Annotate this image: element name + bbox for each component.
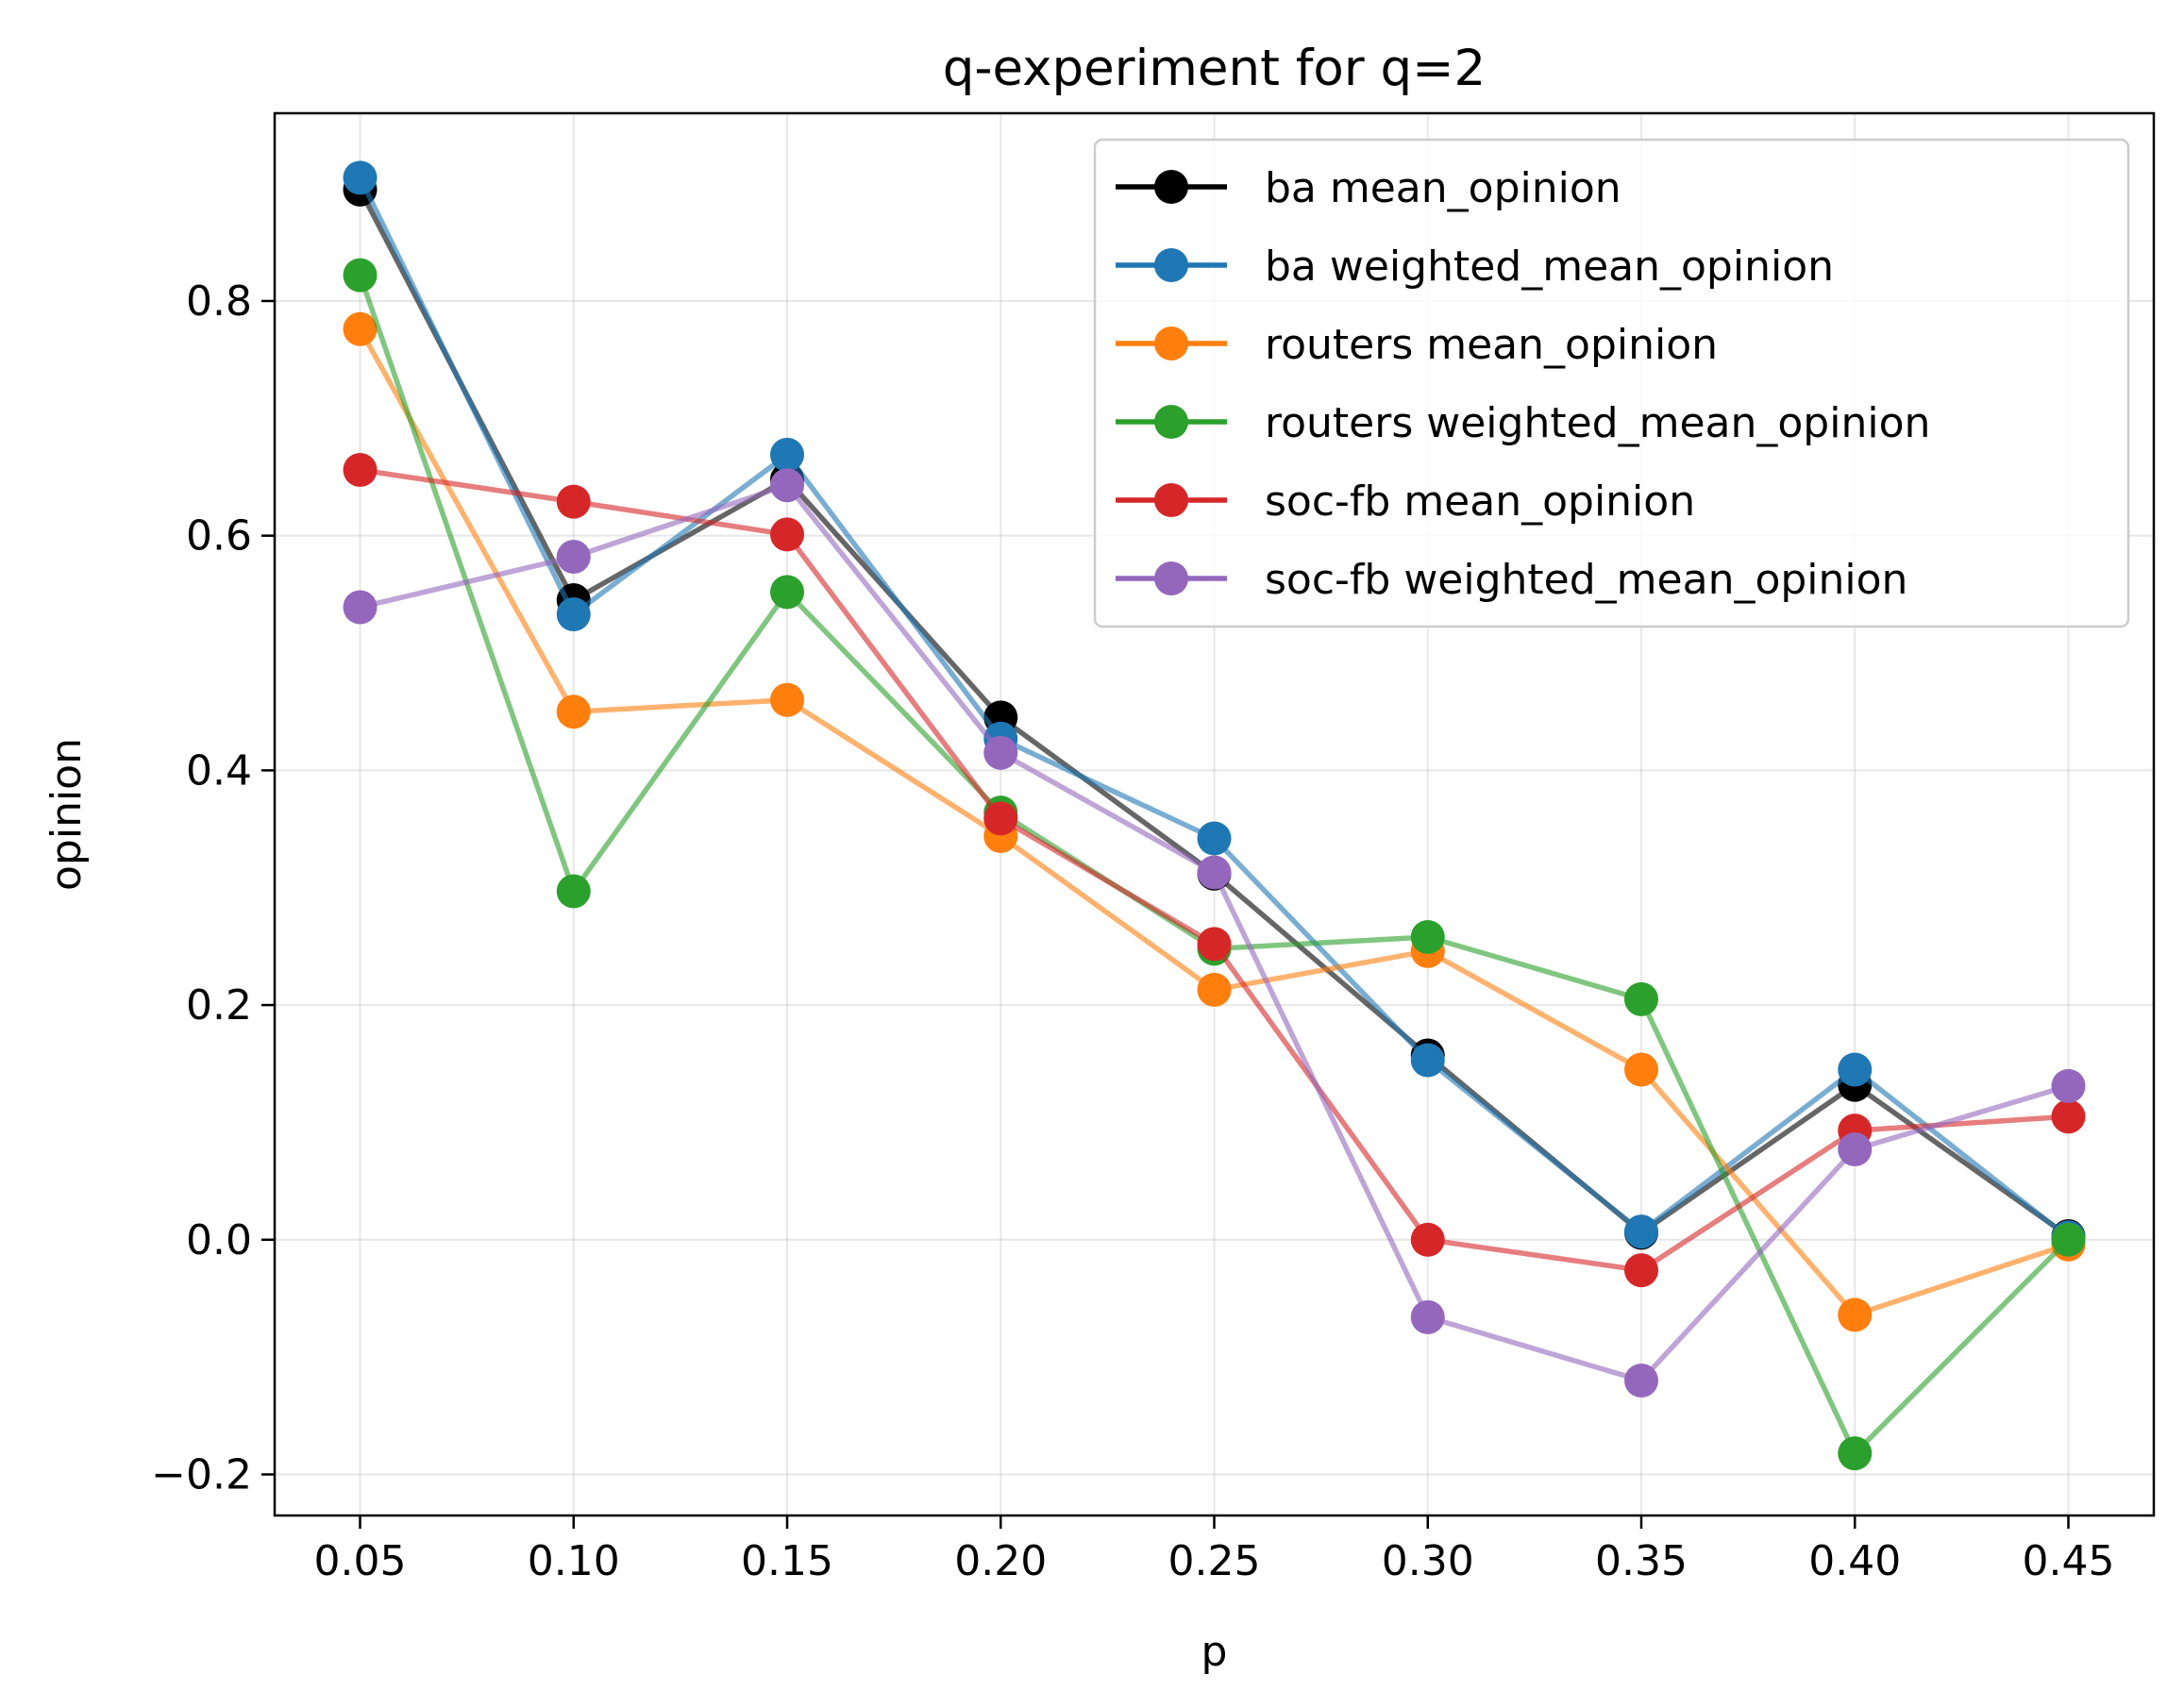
y-tick-label: 0.2 [186, 981, 252, 1030]
data-point [770, 437, 804, 472]
x-tick-label: 0.45 [2023, 1537, 2115, 1585]
legend-marker [1154, 483, 1188, 517]
legend-label: ba mean_opinion [1265, 164, 1621, 212]
data-point [343, 453, 378, 488]
legend-label: soc-fb weighted_mean_opinion [1265, 556, 1907, 604]
legend-marker [1154, 405, 1188, 439]
legend-entry: ba weighted_mean_opinion [1116, 243, 1834, 291]
data-point [2051, 1222, 2086, 1257]
data-point [1197, 821, 1232, 856]
data-point [343, 160, 378, 195]
data-point [770, 517, 804, 552]
data-point [1410, 1222, 1445, 1257]
data-point [1197, 972, 1232, 1007]
data-point [1197, 855, 1232, 890]
data-point [343, 590, 378, 625]
legend-label: soc-fb mean_opinion [1265, 477, 1695, 526]
series-lines [343, 160, 2086, 1471]
data-point [770, 682, 804, 717]
y-tick-label: 0.0 [186, 1216, 252, 1264]
legend-marker [1154, 561, 1188, 595]
data-point [2051, 1099, 2086, 1134]
legend-label: ba weighted_mean_opinion [1265, 243, 1834, 291]
data-point [556, 484, 591, 519]
x-tick-label: 0.25 [1168, 1537, 1261, 1585]
y-tick-label: 0.4 [186, 746, 252, 795]
x-tick-label: 0.35 [1595, 1537, 1688, 1585]
x-tick-label: 0.05 [314, 1537, 407, 1585]
data-point [2051, 1068, 2086, 1103]
x-tick-label: 0.10 [528, 1537, 620, 1585]
x-tick-label: 0.20 [954, 1537, 1047, 1585]
legend-entry: soc-fb mean_opinion [1116, 477, 1695, 526]
data-point [770, 575, 804, 610]
x-tick-label: 0.30 [1382, 1537, 1474, 1585]
data-point [1624, 1253, 1658, 1288]
data-point [556, 695, 591, 729]
legend-entry: routers mean_opinion [1116, 321, 1718, 369]
legend-entry: routers weighted_mean_opinion [1116, 399, 1930, 447]
legend-box [1093, 138, 2130, 628]
data-point [556, 540, 591, 575]
axis-ticks: 0.05 0.10 0.15 0.20 0.25 0.30 0.35 0.40 0.45 −0.2… [151, 277, 2114, 1585]
series-5 [343, 468, 2086, 1398]
data-point [1624, 1052, 1658, 1087]
data-point [556, 874, 591, 909]
data-point [983, 735, 1018, 770]
x-tick-label: 0.15 [741, 1537, 833, 1585]
legend-entry: ba mean_opinion [1116, 164, 1621, 212]
data-point [1410, 919, 1445, 954]
y-axis-label: opinion [42, 738, 91, 891]
data-point [1197, 927, 1232, 962]
data-point [1624, 1214, 1658, 1249]
legend-marker [1154, 327, 1188, 360]
x-axis-label: p [1201, 1628, 1228, 1676]
data-point [1838, 1052, 1873, 1087]
data-point [983, 801, 1018, 836]
y-tick-label: 0.6 [186, 512, 252, 561]
legend-entry: soc-fb weighted_mean_opinion [1116, 556, 1907, 604]
data-point [343, 311, 378, 346]
data-point [1624, 1363, 1658, 1398]
data-point [1838, 1132, 1873, 1167]
series-4 [343, 453, 2086, 1288]
data-point [1838, 1436, 1873, 1471]
chart-title: q-experiment for q=2 [943, 40, 1487, 97]
legend-label: routers mean_opinion [1265, 321, 1718, 369]
legend-marker [1154, 170, 1188, 204]
data-point [1410, 1043, 1445, 1078]
data-point [770, 468, 804, 503]
data-point [1410, 1299, 1445, 1334]
data-point [556, 596, 591, 631]
y-tick-label: 0.8 [186, 277, 252, 326]
data-point [1624, 981, 1658, 1016]
legend-label: routers weighted_mean_opinion [1265, 399, 1930, 447]
data-point [1838, 1298, 1873, 1332]
x-tick-label: 0.40 [1808, 1537, 1901, 1585]
y-tick-label: −0.2 [151, 1450, 252, 1499]
legend-marker [1154, 248, 1188, 282]
data-point [343, 258, 378, 293]
